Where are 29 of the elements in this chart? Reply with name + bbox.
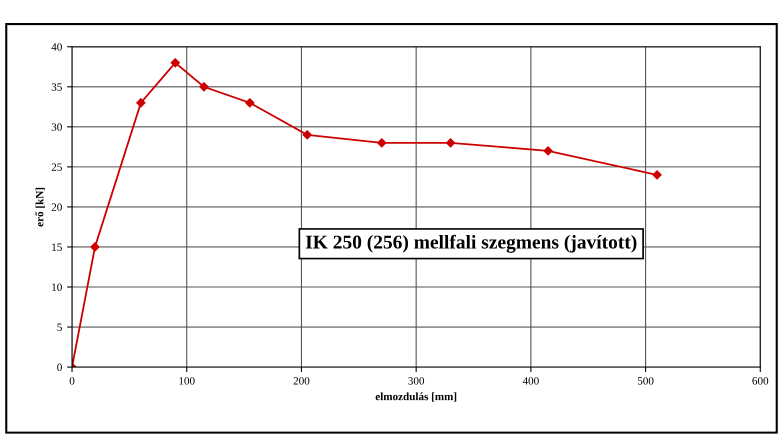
point: [652, 170, 662, 180]
y-tick-label: 10: [52, 283, 62, 291]
x-tick-label: 500: [638, 377, 654, 385]
point: [302, 130, 312, 140]
y-tick-label: 35: [52, 83, 62, 91]
y-tick-label: 0: [57, 364, 62, 372]
x-tick-label: 400: [522, 377, 539, 385]
y-axis-title: erő [kN]: [35, 188, 45, 226]
point: [543, 146, 553, 156]
y-tick-label: 40: [51, 43, 62, 51]
point: [199, 82, 209, 92]
point: [446, 138, 456, 148]
y-tick-label: 20: [52, 203, 62, 211]
point: [170, 58, 180, 68]
point: [245, 98, 254, 108]
x-tick-label: 200: [294, 377, 310, 385]
y-tick-label: 5: [57, 324, 62, 332]
point: [90, 242, 100, 252]
point: [136, 98, 146, 108]
y-tick-label: 25: [52, 163, 62, 171]
y-tick-label: 15: [52, 243, 62, 251]
annotation: IK 250 (256) mellfali szegmens (javított): [306, 234, 636, 253]
x-axis-title: elmozdulás [mm]: [376, 392, 456, 402]
point: [377, 138, 386, 148]
y-tick-label: 30: [52, 123, 62, 131]
x-tick-label: 600: [752, 377, 768, 385]
x-tick-label: 100: [179, 377, 195, 385]
x-tick-label: 0: [70, 377, 74, 385]
x-tick-label: 300: [408, 377, 424, 385]
